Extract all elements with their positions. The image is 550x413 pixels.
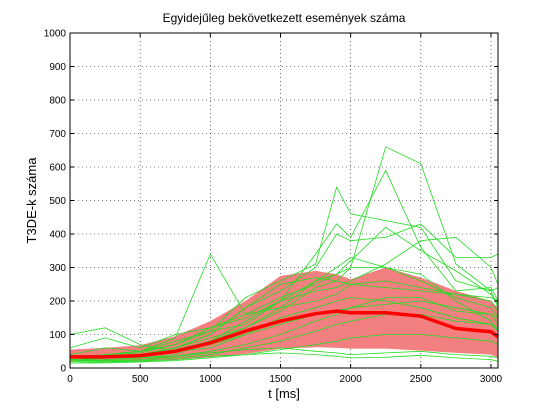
x-tick-label: 500 (132, 374, 149, 385)
trial-line (70, 334, 499, 364)
x-axis-label: t [ms] (268, 386, 300, 401)
std-band (70, 267, 498, 361)
band-layer (70, 267, 498, 361)
y-tick-label: 400 (49, 230, 66, 241)
x-tick-label: 2500 (410, 374, 433, 385)
trial-line (69, 297, 499, 352)
y-tick-label: 500 (49, 196, 66, 207)
x-tick-label: 1000 (199, 374, 222, 385)
y-tick-label: 1000 (44, 29, 67, 40)
y-tick-label: 300 (49, 263, 66, 274)
chart-title: Egyidejűleg bekövetkezett események szám… (163, 11, 406, 25)
trial-line (69, 277, 499, 359)
x-tick-label: 2000 (340, 374, 363, 385)
y-tick-label: 800 (49, 96, 66, 107)
trial-line (70, 314, 499, 362)
trial-line (69, 226, 499, 359)
trial-line (69, 297, 499, 362)
mean-layer (70, 309, 500, 359)
x-tick-label: 0 (67, 374, 73, 385)
x-tick-label: 1500 (269, 374, 292, 385)
x-tick-label: 3000 (480, 374, 503, 385)
trial-line (69, 347, 499, 362)
y-tick-label: 600 (49, 163, 66, 174)
trial-line (69, 186, 499, 359)
y-tick-label: 900 (49, 62, 66, 73)
y-tick-label: 100 (49, 330, 66, 341)
trial-line (69, 280, 499, 362)
y-tick-label: 200 (49, 297, 66, 308)
y-axis-label: T3DE-k száma (24, 157, 39, 244)
trial-line (69, 169, 499, 359)
y-tick-label: 700 (49, 129, 66, 140)
trial-line (69, 352, 499, 364)
y-tick-label: 0 (60, 364, 66, 375)
tick-layer: 0 500 1000 1500 2000 2500 3000 0 100 200 300 400 500… (44, 29, 503, 386)
mean-line (70, 309, 500, 359)
